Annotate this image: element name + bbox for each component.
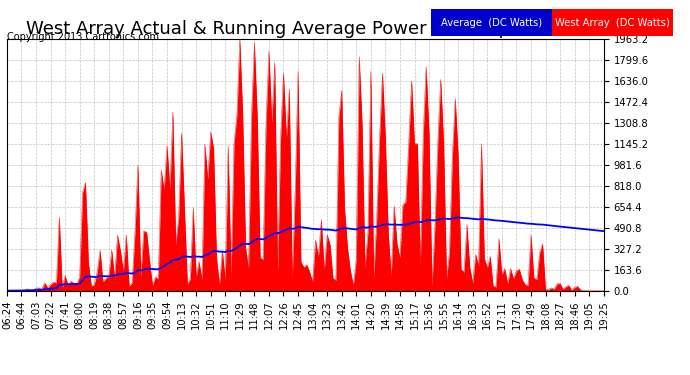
Text: West Array  (DC Watts): West Array (DC Watts) [555, 18, 670, 27]
Text: Copyright 2013 Cartronics.com: Copyright 2013 Cartronics.com [7, 32, 159, 42]
Text: Average  (DC Watts): Average (DC Watts) [441, 18, 542, 27]
Title: West Array Actual & Running Average Power Mon Sep 2 19:25: West Array Actual & Running Average Powe… [26, 20, 585, 38]
